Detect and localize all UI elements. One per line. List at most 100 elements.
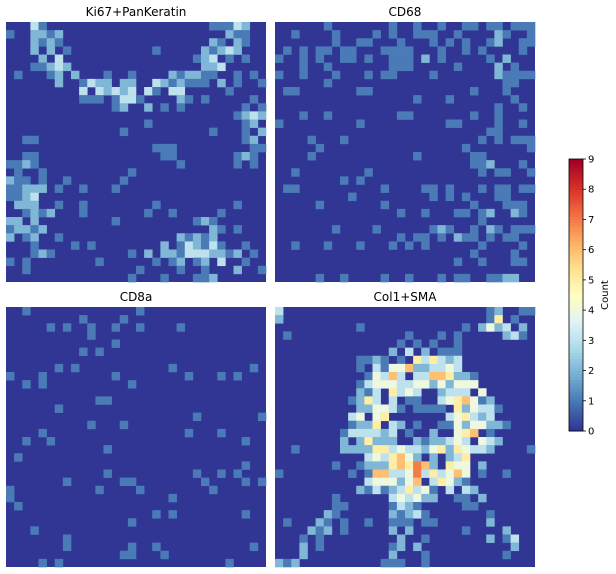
heatmap-cell: [168, 78, 177, 88]
heatmap-cell: [119, 477, 129, 487]
heatmap-cell: [323, 241, 333, 250]
colorbar-segment: [569, 228, 583, 233]
heatmap-cell: [38, 225, 47, 234]
heatmap-cell: [372, 469, 381, 478]
heatmap-cell: [502, 30, 511, 39]
colorbar-segment: [569, 171, 583, 175]
heatmap-cell: [249, 143, 259, 153]
heatmap-cell: [225, 87, 234, 96]
heatmap-cell: [176, 257, 186, 267]
heatmap-cell: [388, 526, 398, 535]
heatmap-cell: [429, 30, 438, 39]
heatmap-cell: [291, 558, 300, 568]
heatmap-cell: [388, 388, 398, 397]
heatmap-cell: [453, 257, 463, 267]
heatmap-cell: [192, 241, 202, 250]
heatmap-cell: [348, 420, 357, 430]
colorbar-segment: [569, 328, 583, 332]
heatmap-cell: [445, 347, 455, 357]
heatmap-cell: [364, 485, 373, 495]
colorbar-segment: [569, 252, 583, 257]
heatmap-cell: [299, 46, 308, 55]
heatmap-cell: [502, 192, 511, 202]
colorbar-segment: [569, 201, 583, 205]
heatmap-cell: [30, 208, 39, 218]
heatmap-cell: [144, 249, 153, 258]
heatmap-cell: [356, 428, 365, 438]
heatmap-cell: [494, 30, 503, 39]
heatmap-cell: [30, 30, 39, 39]
heatmap-cell: [429, 485, 438, 495]
heatmap-cell: [275, 119, 284, 128]
heatmap-cell: [486, 38, 495, 47]
heatmap-cell: [396, 485, 406, 495]
heatmap-cell: [340, 437, 349, 446]
colorbar: 0 1 2 3 4 5 6 7 8 9 Count: [568, 155, 611, 438]
heatmap-cell: [22, 257, 31, 267]
heatmap-cell: [356, 323, 365, 332]
colorbar-segment: [569, 255, 583, 260]
heatmap-cell: [461, 273, 471, 283]
heatmap-cell: [437, 396, 446, 405]
heatmap-cell: [257, 103, 267, 112]
heatmap-cell: [494, 70, 503, 80]
heatmap-cell: [502, 233, 511, 242]
heatmap-panel-col1-sma: [275, 307, 536, 568]
heatmap-cell: [494, 225, 503, 234]
heatmap-cell: [176, 265, 186, 275]
heatmap-cell: [380, 363, 390, 373]
heatmap-cell: [405, 453, 414, 462]
colorbar-segment: [569, 222, 583, 226]
heatmap-cell: [62, 534, 72, 543]
colorbar-segment: [569, 394, 583, 399]
heatmap-cell: [160, 103, 169, 112]
heatmap-cell: [364, 445, 373, 454]
heatmap-cell: [340, 502, 349, 511]
heatmap-cell: [437, 22, 446, 31]
heatmap-cell: [364, 87, 373, 96]
heatmap-cell: [241, 257, 251, 267]
colorbar-segment: [569, 279, 583, 284]
heatmap-cell: [437, 225, 446, 234]
heatmap-cell: [388, 485, 398, 495]
heatmap-cell: [38, 372, 47, 381]
heatmap-cell: [209, 54, 218, 63]
heatmap-cell: [168, 70, 177, 80]
heatmap-cell: [502, 78, 511, 88]
heatmap-cell: [6, 192, 15, 202]
heatmap-cell: [119, 420, 129, 430]
heatmap-cell: [405, 347, 414, 357]
colorbar-segment: [569, 189, 583, 193]
heatmap-cell: [413, 380, 422, 389]
colorbar-segment: [569, 204, 583, 208]
heatmap-cell: [136, 265, 145, 275]
heatmap-cell: [152, 510, 161, 519]
heatmap-cell: [470, 160, 479, 169]
heatmap-cell: [502, 168, 511, 177]
heatmap-cell: [364, 388, 373, 397]
heatmap-cell: [405, 380, 414, 389]
heatmap-cell: [62, 477, 72, 487]
heatmap-cell: [413, 445, 422, 454]
heatmap-cell: [364, 168, 373, 177]
heatmap-cell: [372, 380, 381, 389]
heatmap-cell: [217, 428, 226, 438]
heatmap-cell: [241, 241, 251, 250]
heatmap-cell: [249, 119, 259, 128]
heatmap-cell: [111, 323, 121, 332]
heatmap-cell: [323, 22, 333, 31]
heatmap-cell: [364, 428, 373, 438]
heatmap-cell: [348, 469, 357, 478]
heatmap-cell: [201, 233, 210, 242]
heatmap-cell: [364, 518, 373, 527]
colorbar-segment: [569, 295, 583, 299]
heatmap-cell: [413, 388, 422, 397]
heatmap-cell: [380, 445, 390, 454]
heatmap-cell: [429, 453, 438, 462]
heatmap-cell: [526, 225, 536, 234]
heatmap-cell: [510, 22, 520, 31]
heatmap-cell: [494, 315, 503, 324]
heatmap-cell: [494, 323, 503, 332]
heatmap-cell: [437, 420, 446, 430]
heatmap-cell: [421, 510, 430, 519]
